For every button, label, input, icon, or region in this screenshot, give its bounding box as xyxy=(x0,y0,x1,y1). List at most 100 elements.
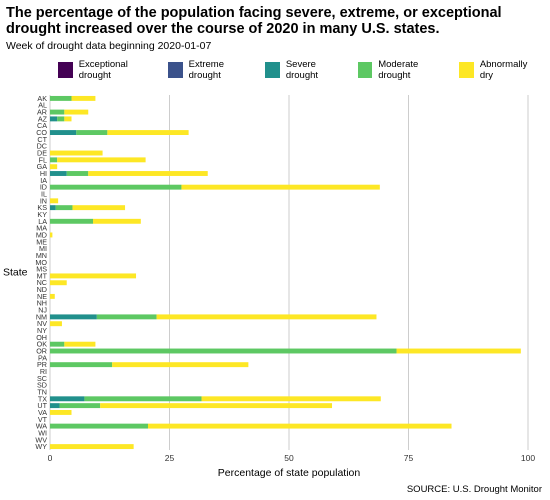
y-tick-label: NE xyxy=(37,292,47,301)
bar-segment xyxy=(50,184,182,190)
legend-swatch xyxy=(265,62,280,78)
y-tick-label: WY xyxy=(35,442,47,451)
x-axis-title: Percentage of state population xyxy=(218,467,361,479)
chart-title: The percentage of the population facing … xyxy=(6,5,502,37)
chart-legend: Exceptional drought Extreme drought Severe… xyxy=(58,59,550,81)
bar-segment xyxy=(50,164,58,170)
bar-segment xyxy=(181,184,380,190)
y-tick-label: DE xyxy=(37,149,47,158)
bar-segment xyxy=(64,341,96,347)
bar-segment xyxy=(66,171,89,176)
y-tick-label: UT xyxy=(37,401,47,410)
y-tick-label: GA xyxy=(37,162,48,171)
y-tick-label: IL xyxy=(41,189,47,198)
y-tick-label: RI xyxy=(40,367,47,376)
legend-swatch xyxy=(167,62,183,78)
bar-segment xyxy=(50,423,148,429)
y-tick-label: SD xyxy=(37,381,47,390)
source-note: SOURCE: U.S. Drought Monitor xyxy=(406,484,542,495)
legend-label: Exceptional drought xyxy=(78,59,128,81)
bar-segment xyxy=(107,130,189,136)
bar-segment xyxy=(84,396,202,402)
y-tick-label: NH xyxy=(37,299,47,308)
bar-segment xyxy=(50,341,65,347)
legend-item: Moderate drought xyxy=(357,59,448,81)
bar-segment xyxy=(396,348,521,354)
y-tick-label: OK xyxy=(37,340,48,349)
bar-segment xyxy=(76,130,108,136)
y-tick-label: VT xyxy=(38,415,48,424)
legend-item: Abnormally dry xyxy=(459,59,538,81)
y-axis-title: State xyxy=(3,267,28,279)
y-tick-label: HI xyxy=(40,169,47,178)
legend-label: Severe drought xyxy=(285,59,319,81)
bar-segment xyxy=(88,171,208,176)
y-tick-label: MD xyxy=(36,230,47,239)
bar-segment xyxy=(50,232,53,238)
bar-segment xyxy=(147,423,452,429)
y-tick-label: DC xyxy=(37,142,47,151)
bar-segment xyxy=(50,95,72,101)
y-tick-label: FL xyxy=(39,155,47,164)
legend-label: Moderate drought xyxy=(378,59,419,81)
bar-segment xyxy=(57,116,65,122)
y-tick-label: AR xyxy=(37,108,47,117)
y-tick-label: VA xyxy=(38,408,47,417)
y-tick-label: MN xyxy=(36,251,47,260)
y-tick-label: ND xyxy=(37,285,47,294)
y-tick-label: OH xyxy=(36,333,47,342)
y-tick-label: AZ xyxy=(38,114,48,123)
y-tick-label: AK xyxy=(37,94,47,103)
x-tick-label: 100 xyxy=(521,453,535,463)
y-tick-label: NV xyxy=(37,319,47,328)
bar-segment xyxy=(50,109,65,115)
legend-swatch xyxy=(357,62,373,78)
bar-segment xyxy=(50,171,67,176)
bar-segment xyxy=(50,150,103,156)
y-tick-label: MT xyxy=(37,271,48,280)
x-tick-label: 75 xyxy=(404,453,414,463)
bar-segment xyxy=(57,157,146,163)
bar-segment xyxy=(59,403,101,409)
legend-label: Abnormally dry xyxy=(479,59,528,81)
y-tick-label: LA xyxy=(38,217,47,226)
bar-segment xyxy=(50,321,62,327)
y-tick-label: WA xyxy=(36,422,48,431)
bar-segment xyxy=(50,280,67,286)
chart-subtitle: Week of drought data beginning 2020-01-0… xyxy=(6,40,212,52)
bar-segment xyxy=(50,403,60,409)
legend-item: Severe drought xyxy=(265,59,345,81)
bar-segment xyxy=(50,157,58,163)
bar-segment xyxy=(64,116,72,122)
bar-segment xyxy=(201,396,381,402)
bar-segment xyxy=(50,409,72,415)
y-tick-label: NY xyxy=(37,326,47,335)
legend-item: Exceptional drought xyxy=(58,59,156,81)
bar-segment xyxy=(50,205,56,211)
bar-segment xyxy=(50,293,55,299)
y-tick-label: PR xyxy=(37,360,47,369)
y-tick-label: CT xyxy=(37,135,47,144)
bar-segment xyxy=(50,130,77,136)
y-tick-label: TX xyxy=(38,394,47,403)
y-tick-label: PA xyxy=(38,353,47,362)
y-tick-label: ID xyxy=(40,183,47,192)
bar-segment xyxy=(72,205,126,211)
y-tick-label: WI xyxy=(38,428,47,437)
y-tick-label: TN xyxy=(37,387,47,396)
bar-segment xyxy=(50,396,85,402)
bar-segment xyxy=(93,218,141,224)
y-tick-label: MI xyxy=(39,244,47,253)
x-tick-label: 25 xyxy=(165,453,175,463)
y-tick-label: IA xyxy=(40,176,47,185)
y-tick-label: NM xyxy=(36,312,47,321)
y-tick-label: MO xyxy=(35,258,47,267)
bar-segment xyxy=(50,314,97,320)
y-tick-label: NJ xyxy=(38,306,47,315)
y-tick-label: OR xyxy=(36,347,47,356)
y-tick-label: SC xyxy=(37,374,47,383)
bar-segment xyxy=(96,314,157,320)
y-tick-label: MS xyxy=(36,265,47,274)
y-tick-label: KY xyxy=(37,210,47,219)
